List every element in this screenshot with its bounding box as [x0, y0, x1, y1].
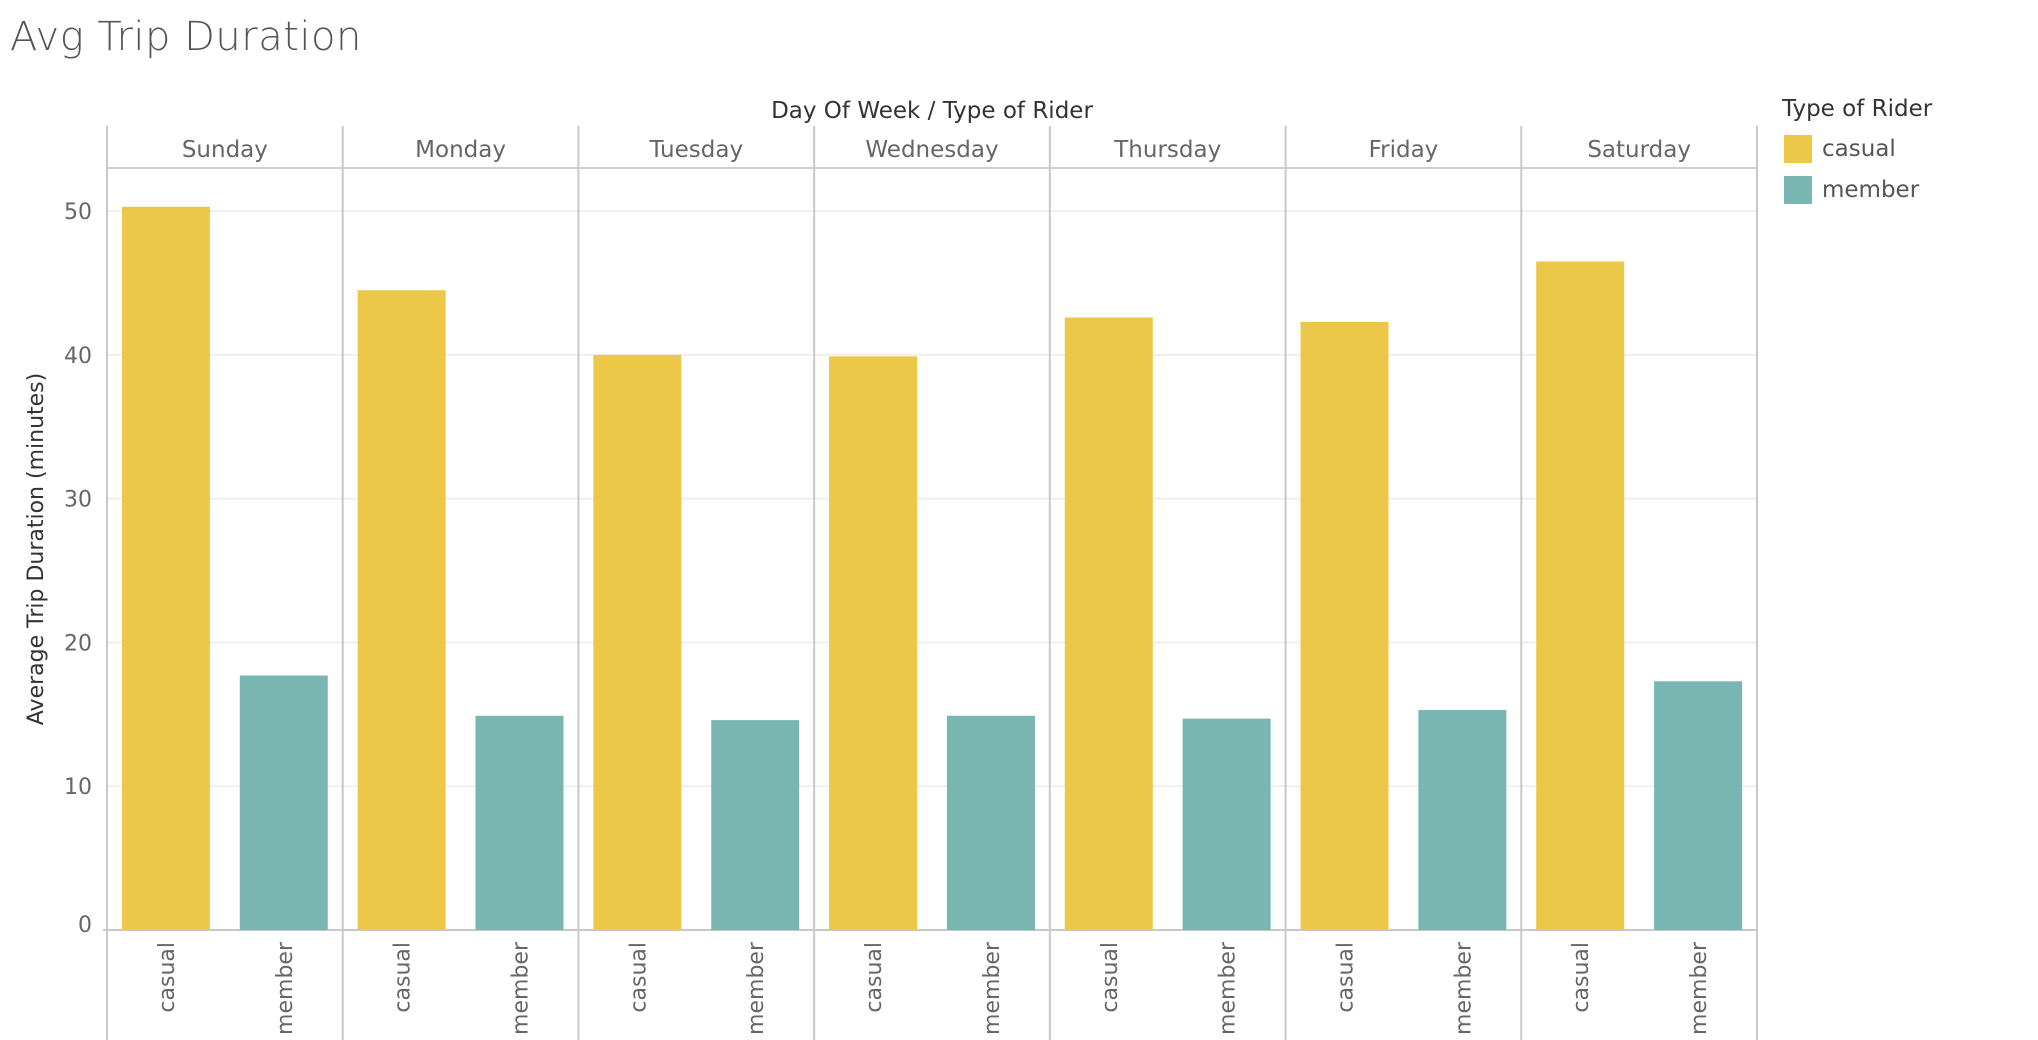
legend: Type of Rider casual member — [1782, 96, 1932, 210]
legend-title: Type of Rider — [1782, 96, 1933, 122]
bar-friday-casual — [1300, 321, 1389, 930]
x-tick-label-friday-casual: casual — [1334, 942, 1359, 1013]
day-header-thursday: Thursday — [1113, 137, 1221, 163]
x-tick-label-wednesday-casual: casual — [862, 942, 887, 1013]
bar-tuesday-casual — [593, 354, 682, 931]
y-axis-title: Average Trip Duration (minutes) — [24, 373, 49, 725]
bar-thursday-member — [1182, 718, 1271, 930]
bar-sunday-member — [239, 675, 328, 930]
x-tick-label-thursday-casual: casual — [1098, 942, 1123, 1013]
bar-saturday-member — [1654, 681, 1743, 930]
day-header-saturday: Saturday — [1587, 137, 1691, 163]
day-header-friday: Friday — [1369, 137, 1439, 163]
bar-wednesday-member — [946, 715, 1035, 930]
x-tick-label-sunday-casual: casual — [155, 942, 180, 1013]
x-tick-label-thursday-member: member — [1216, 941, 1241, 1035]
x-tick-label-wednesday-member: member — [980, 941, 1005, 1035]
x-tick-label-tuesday-member: member — [744, 941, 769, 1035]
y-tick-label-10: 10 — [64, 775, 92, 800]
day-header-sunday: Sunday — [182, 137, 268, 163]
bar-friday-member — [1418, 710, 1507, 930]
bar-wednesday-casual — [829, 356, 918, 930]
y-tick-label-30: 30 — [64, 488, 92, 513]
chart-title: Avg Trip Duration — [10, 14, 362, 60]
header-label: Day Of Week / Type of Rider — [771, 98, 1093, 124]
y-tick-label-0: 0 — [78, 913, 92, 938]
x-tick-label-sunday-member: member — [273, 941, 298, 1035]
legend-item-member[interactable]: member — [1782, 169, 1932, 210]
bar-chart: Day Of Week / Type of Rider 0 10 20 30 40 50 Av… — [24, 98, 1758, 1040]
x-tick-label-monday-casual: casual — [391, 942, 416, 1013]
bar-sunday-casual — [121, 206, 210, 931]
day-header-tuesday: Tuesday — [648, 137, 743, 163]
day-header-wednesday: Wednesday — [865, 137, 998, 163]
day-header-monday: Monday — [415, 137, 506, 163]
x-tick-label-tuesday-casual: casual — [626, 942, 651, 1013]
bar-monday-casual — [357, 290, 446, 931]
bar-saturday-casual — [1536, 261, 1625, 930]
legend-swatch-member — [1784, 175, 1812, 204]
bar-thursday-casual — [1064, 317, 1153, 930]
x-tick-label-saturday-member: member — [1687, 941, 1712, 1035]
bar-monday-member — [475, 715, 564, 930]
y-tick-label-50: 50 — [64, 200, 92, 225]
x-tick-label-monday-member: member — [509, 941, 534, 1035]
legend-swatch-casual — [1784, 134, 1812, 163]
legend-label-casual: casual — [1822, 135, 1896, 162]
x-tick-label-friday-member: member — [1451, 941, 1476, 1035]
y-tick-label-40: 40 — [64, 344, 92, 369]
legend-label-member: member — [1822, 176, 1920, 203]
y-tick-label-20: 20 — [64, 631, 92, 656]
x-tick-label-saturday-casual: casual — [1569, 942, 1594, 1013]
legend-item-casual[interactable]: casual — [1782, 128, 1932, 169]
bar-tuesday-member — [711, 720, 800, 930]
